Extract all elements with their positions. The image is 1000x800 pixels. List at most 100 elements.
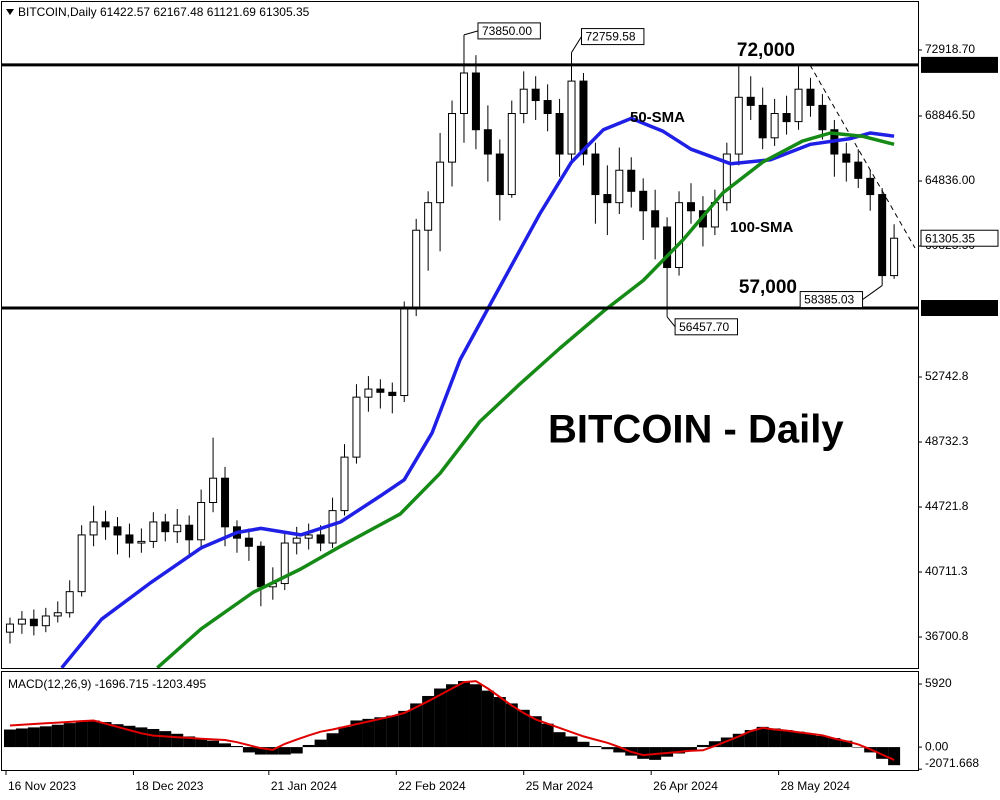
candle-body <box>591 153 600 196</box>
macd-bar <box>852 747 865 748</box>
macd-bar <box>183 736 196 748</box>
candle-body <box>782 113 791 123</box>
callout-label: 73850.00 <box>482 24 532 38</box>
candle-body <box>161 521 170 533</box>
macd-bar <box>254 747 267 755</box>
candle-body <box>244 537 253 547</box>
candle-body <box>758 104 767 139</box>
last-price-label: 61305.35 <box>925 231 975 245</box>
macd-bar <box>3 729 16 748</box>
y-tick-label: 52742.8 <box>925 369 969 383</box>
macd-bar <box>756 726 769 748</box>
candle-body <box>543 100 552 115</box>
macd-bar <box>219 743 232 748</box>
macd-bar <box>410 703 423 748</box>
level-label: 57000.00 <box>925 301 975 315</box>
y-tick-label: 44721.8 <box>925 499 969 513</box>
macd-frame <box>1 671 919 771</box>
candle-body <box>483 129 492 155</box>
callout-box <box>477 22 541 40</box>
macd-area <box>3 680 901 766</box>
candle-body <box>89 521 98 536</box>
header-arrow <box>6 9 14 15</box>
candle-body <box>794 88 803 123</box>
trend-line <box>809 64 916 249</box>
candle-body <box>436 161 445 204</box>
candle-body <box>507 113 516 196</box>
candle-body <box>280 542 289 585</box>
macd-bar <box>434 688 447 748</box>
macd-bar <box>171 733 184 748</box>
candle-body <box>304 534 313 539</box>
x-tick-label: 25 Mar 2024 <box>526 779 594 793</box>
macd-bar <box>493 697 506 748</box>
candle-body <box>663 226 672 268</box>
macd-bar <box>589 746 602 748</box>
macd-bar <box>888 747 901 766</box>
macd-bar <box>804 733 817 748</box>
macd-bar <box>147 728 160 748</box>
candle-body <box>364 388 373 398</box>
candle-body <box>854 161 863 179</box>
macd-y-tick-label: 5920 <box>925 676 952 690</box>
candle-body <box>29 618 38 627</box>
candle-body <box>185 524 194 541</box>
level-label-box <box>921 300 998 317</box>
candle-body <box>890 237 899 277</box>
macd-bar <box>780 730 793 748</box>
macd-y-tick-label: 0.00 <box>925 739 949 753</box>
candle-body <box>615 169 624 204</box>
macd-bar <box>696 744 709 748</box>
candle-body <box>101 521 110 528</box>
macd-bar <box>613 747 626 753</box>
macd-bar <box>386 715 399 748</box>
candle-body <box>340 456 349 512</box>
macd-bar <box>362 718 375 748</box>
macd-bar <box>422 695 435 748</box>
candle-body <box>424 202 433 231</box>
macd-bar <box>446 684 459 748</box>
chart-header: BITCOIN,Daily 61422.57 62167.48 61121.69… <box>18 5 310 19</box>
macd-bar <box>302 744 315 748</box>
macd-bar <box>350 720 363 748</box>
candle-body <box>639 190 648 212</box>
macd-bar <box>111 724 124 748</box>
candle-body <box>316 534 325 544</box>
x-tick-label: 26 Apr 2024 <box>653 779 718 793</box>
candle-body <box>770 113 779 139</box>
macd-bar <box>230 746 243 748</box>
level-label: 72000.00 <box>925 58 975 72</box>
x-tick-label: 18 Dec 2023 <box>135 779 203 793</box>
candle-body <box>53 612 62 617</box>
candle-body <box>173 524 182 533</box>
callout-leader <box>463 30 479 36</box>
macd-bar <box>708 741 721 748</box>
candle-body <box>221 477 230 528</box>
macd-bar <box>828 738 841 748</box>
macd-signal-line <box>9 680 895 761</box>
candle-body <box>256 545 265 588</box>
candle-body <box>41 615 50 627</box>
x-tick-label: 21 Jan 2024 <box>271 779 337 793</box>
candle-body <box>519 88 528 115</box>
candle-body <box>125 534 134 544</box>
level-caption: 72,000 <box>737 40 795 61</box>
candle-body <box>412 229 421 309</box>
macd-bar <box>673 747 686 754</box>
macd-bar <box>720 737 733 748</box>
macd-bar <box>374 717 387 748</box>
macd-bar <box>541 723 554 748</box>
plot-area <box>5 34 899 668</box>
macd-bar <box>876 747 889 759</box>
macd-bar <box>768 728 781 748</box>
candle-body <box>686 202 695 212</box>
callout-label: 56457.70 <box>679 320 729 334</box>
macd-bar <box>135 727 148 748</box>
macd-bar <box>87 720 100 748</box>
candle-body <box>734 96 743 155</box>
macd-bar <box>278 747 291 755</box>
candle-body <box>579 80 588 155</box>
macd-bar <box>792 731 805 748</box>
sma-label: 50-SMA <box>630 109 685 126</box>
macd-bar <box>744 730 757 748</box>
